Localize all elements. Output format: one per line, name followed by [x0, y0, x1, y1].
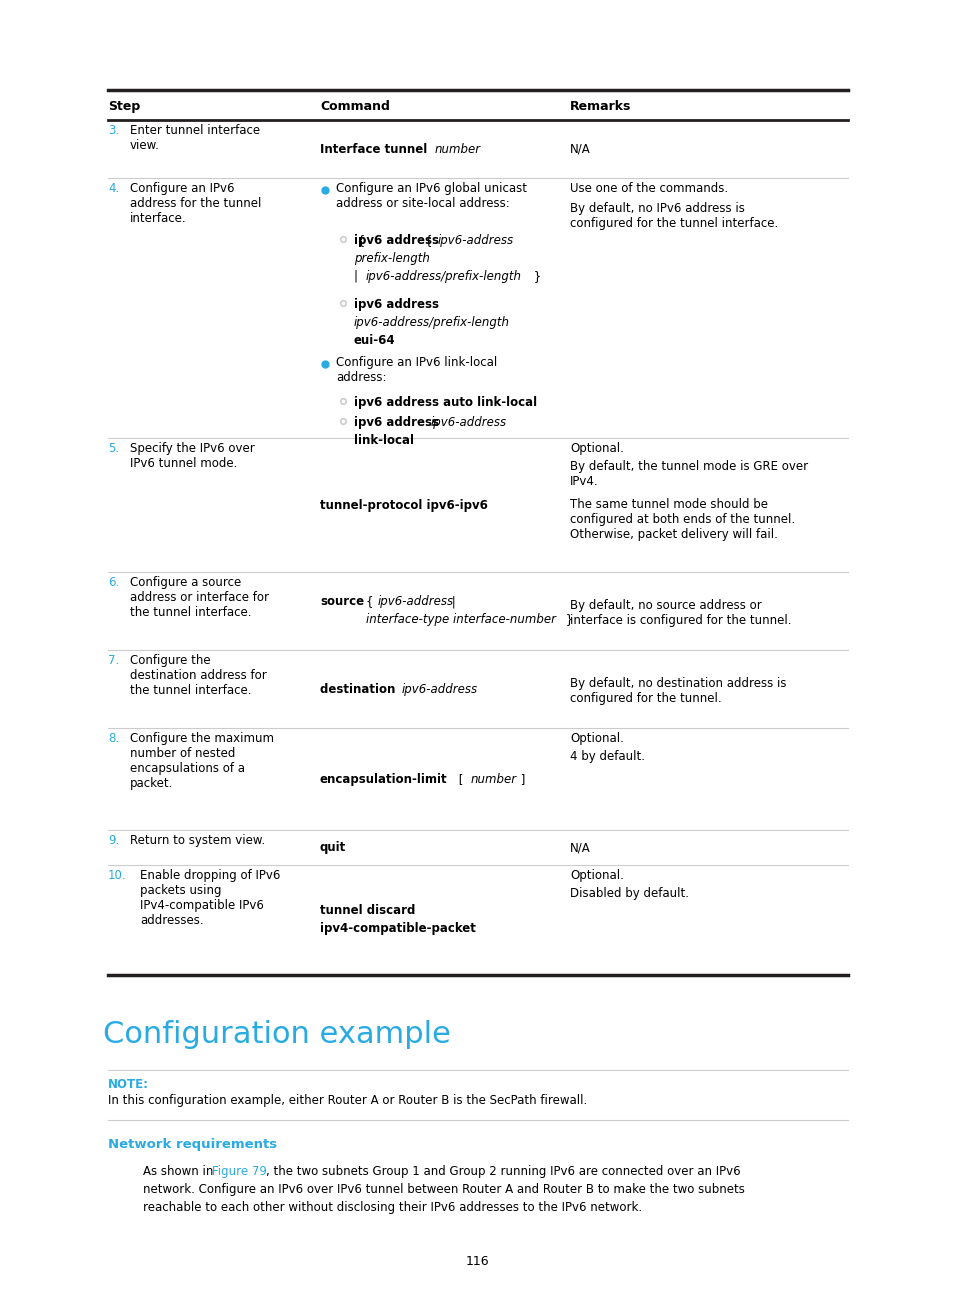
- Text: 8.: 8.: [108, 732, 119, 745]
- Text: Disabled by default.: Disabled by default.: [569, 886, 688, 899]
- Text: 9.: 9.: [108, 835, 119, 848]
- Text: interface-type interface-number: interface-type interface-number: [366, 613, 556, 626]
- Text: NOTE:: NOTE:: [108, 1078, 149, 1091]
- Text: reachable to each other without disclosing their IPv6 addresses to the IPv6 netw: reachable to each other without disclosi…: [143, 1201, 641, 1214]
- Text: Step: Step: [108, 100, 140, 113]
- Text: }: }: [530, 270, 540, 283]
- Text: ipv6-address: ipv6-address: [401, 683, 477, 696]
- Text: By default, no IPv6 address is
configured for the tunnel interface.: By default, no IPv6 address is configure…: [569, 202, 778, 229]
- Text: |: |: [354, 270, 357, 283]
- Text: {: {: [424, 235, 436, 248]
- Text: link-local: link-local: [354, 434, 414, 447]
- Text: [: [: [455, 772, 467, 785]
- Text: Configuration example: Configuration example: [103, 1020, 451, 1048]
- Text: By default, no destination address is
configured for the tunnel.: By default, no destination address is co…: [569, 677, 785, 705]
- Text: }: }: [561, 613, 573, 626]
- Text: The same tunnel mode should be
configured at both ends of the tunnel.
Otherwise,: The same tunnel mode should be configure…: [569, 498, 794, 540]
- Text: , the two subnets Group 1 and Group 2 running IPv6 are connected over an IPv6: , the two subnets Group 1 and Group 2 ru…: [266, 1165, 740, 1178]
- Text: Configure a source
address or interface for
the tunnel interface.: Configure a source address or interface …: [130, 575, 269, 619]
- Text: ]: ]: [517, 772, 525, 785]
- Text: tunnel-protocol ipv6-ipv6: tunnel-protocol ipv6-ipv6: [319, 499, 487, 512]
- Text: source: source: [319, 595, 364, 608]
- Text: 4 by default.: 4 by default.: [569, 750, 644, 763]
- Text: number: number: [435, 143, 480, 156]
- Text: 7.: 7.: [108, 654, 119, 667]
- Text: Figure 79: Figure 79: [212, 1165, 267, 1178]
- Text: Optional.: Optional.: [569, 442, 623, 455]
- Text: |: |: [448, 595, 456, 608]
- Text: eui-64: eui-64: [354, 334, 395, 347]
- Text: 5.: 5.: [108, 442, 119, 455]
- Text: Return to system view.: Return to system view.: [130, 835, 265, 848]
- Text: Configure an IPv6
address for the tunnel
interface.: Configure an IPv6 address for the tunnel…: [130, 181, 261, 226]
- Text: 4.: 4.: [108, 181, 119, 194]
- Text: Configure the maximum
number of nested
encapsulations of a
packet.: Configure the maximum number of nested e…: [130, 732, 274, 791]
- Text: ipv6-address: ipv6-address: [437, 235, 514, 248]
- Text: Network requirements: Network requirements: [108, 1138, 276, 1151]
- Text: Specify the IPv6 over
IPv6 tunnel mode.: Specify the IPv6 over IPv6 tunnel mode.: [130, 442, 254, 470]
- Text: 6.: 6.: [108, 575, 119, 588]
- Text: Interface tunnel: Interface tunnel: [319, 143, 431, 156]
- Text: number: number: [471, 772, 517, 785]
- Text: Remarks: Remarks: [569, 100, 631, 113]
- Text: 116: 116: [465, 1255, 488, 1267]
- Text: ipv6 address auto link-local: ipv6 address auto link-local: [354, 397, 537, 410]
- Text: By default, the tunnel mode is GRE over
IPv4.: By default, the tunnel mode is GRE over …: [569, 460, 807, 489]
- Text: Optional.: Optional.: [569, 870, 623, 883]
- Text: tunnel discard: tunnel discard: [319, 905, 415, 918]
- Text: quit: quit: [319, 841, 346, 854]
- Text: Configure an IPv6 global unicast
address or site-local address:: Configure an IPv6 global unicast address…: [335, 181, 526, 210]
- Text: destination: destination: [319, 683, 399, 696]
- Text: Command: Command: [319, 100, 390, 113]
- Text: N/A: N/A: [569, 841, 590, 854]
- Text: Enter tunnel interface
view.: Enter tunnel interface view.: [130, 124, 260, 152]
- Text: network. Configure an IPv6 over IPv6 tunnel between Router A and Router B to mak: network. Configure an IPv6 over IPv6 tun…: [143, 1183, 744, 1196]
- Text: prefix-length: prefix-length: [354, 251, 430, 264]
- Text: Use one of the commands.: Use one of the commands.: [569, 181, 727, 194]
- Text: ipv6 address: ipv6 address: [354, 416, 442, 429]
- Text: As shown in: As shown in: [143, 1165, 217, 1178]
- Text: ipv6 address: ipv6 address: [354, 298, 438, 311]
- Text: Configure an IPv6 link-local
address:: Configure an IPv6 link-local address:: [335, 356, 497, 384]
- Text: ipv6-address: ipv6-address: [377, 595, 454, 608]
- Text: ipv6 address: ipv6 address: [354, 235, 438, 248]
- Text: {: {: [366, 595, 376, 608]
- Text: ipv6-address/prefix-length: ipv6-address/prefix-length: [354, 316, 510, 329]
- Text: Enable dropping of IPv6
packets using
IPv4-compatible IPv6
addresses.: Enable dropping of IPv6 packets using IP…: [140, 870, 280, 927]
- Text: {: {: [354, 235, 369, 248]
- Text: In this configuration example, either Router A or Router B is the SecPath firewa: In this configuration example, either Ro…: [108, 1094, 587, 1107]
- Text: ipv6-address: ipv6-address: [431, 416, 507, 429]
- Text: ipv6-address/prefix-length: ipv6-address/prefix-length: [366, 270, 521, 283]
- Text: Optional.: Optional.: [569, 732, 623, 745]
- Text: Configure the
destination address for
the tunnel interface.: Configure the destination address for th…: [130, 654, 267, 697]
- Text: 3.: 3.: [108, 124, 119, 137]
- Text: ipv4-compatible-packet: ipv4-compatible-packet: [319, 921, 476, 934]
- Text: By default, no source address or
interface is configured for the tunnel.: By default, no source address or interfa…: [569, 599, 791, 627]
- Text: 10.: 10.: [108, 870, 127, 883]
- Text: encapsulation-limit: encapsulation-limit: [319, 772, 447, 785]
- Text: N/A: N/A: [569, 143, 590, 156]
